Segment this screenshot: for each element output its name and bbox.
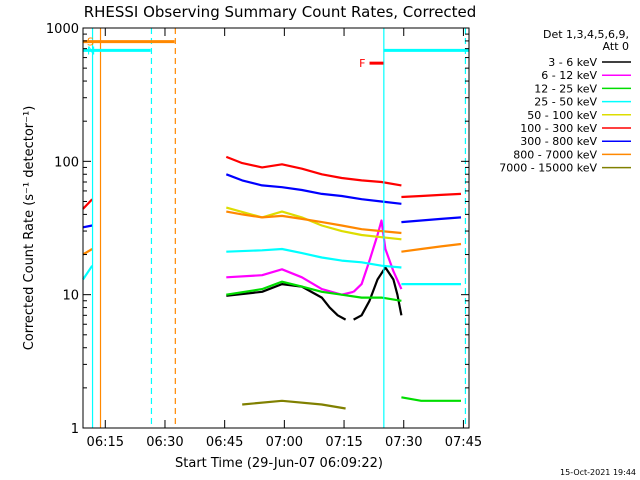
state-bar-label-1: N bbox=[87, 44, 95, 57]
x-tick-label-3: 07:00 bbox=[266, 435, 303, 450]
series-0-segment-1 bbox=[353, 266, 403, 321]
legend-label-1: 6 - 12 keV bbox=[541, 69, 597, 82]
x-tick-label-6: 07:45 bbox=[445, 435, 482, 450]
plot-frame bbox=[82, 27, 470, 429]
series-5-segment-0 bbox=[82, 198, 93, 210]
series-0-segment-0 bbox=[226, 283, 347, 321]
series-7-segment-0 bbox=[82, 248, 93, 256]
state-bar-label-2: F bbox=[359, 57, 365, 70]
state-bar-label-0: S bbox=[87, 36, 94, 49]
series-7-segment-1 bbox=[226, 210, 402, 235]
y-axis-label: Corrected Count Rate (s⁻¹ detector⁻¹) bbox=[22, 106, 37, 351]
x-axis-ticks: 06:15 06:30 06:45 07:00 07:15 07:30 07:45 bbox=[87, 28, 482, 450]
render-timestamp: 15-Oct-2021 19:44 bbox=[560, 468, 636, 477]
x-tick-label-5: 07:30 bbox=[385, 435, 422, 450]
series-3-segment-0 bbox=[82, 265, 94, 281]
chart-title: RHESSI Observing Summary Count Rates, Co… bbox=[84, 3, 477, 21]
x-tick-label-0: 06:15 bbox=[87, 435, 124, 450]
series-4-segment-0 bbox=[226, 206, 402, 241]
data-curves bbox=[82, 155, 462, 410]
series-2-segment-0 bbox=[226, 280, 402, 302]
y-tick-label-2: 100 bbox=[54, 155, 79, 170]
x-tick-label-2: 06:45 bbox=[206, 435, 243, 450]
series-6-segment-1 bbox=[225, 173, 402, 205]
legend-label-2: 12 - 25 keV bbox=[534, 82, 597, 95]
series-5-segment-2 bbox=[401, 192, 462, 199]
x-axis-label: Start Time (29-Jun-07 06:09:22) bbox=[175, 456, 383, 471]
legend-label-6: 300 - 800 keV bbox=[520, 135, 597, 148]
x-tick-label-4: 07:15 bbox=[325, 435, 362, 450]
series-6-segment-2 bbox=[401, 216, 462, 224]
legend-label-8: 7000 - 15000 keV bbox=[499, 162, 597, 175]
y-axis-ticks: 1 10 100 1000 bbox=[46, 22, 469, 437]
legend-label-0: 3 - 6 keV bbox=[548, 56, 597, 69]
y-tick-label-0: 1 bbox=[71, 422, 79, 437]
series-3-segment-1 bbox=[226, 247, 402, 269]
legend-label-5: 100 - 300 keV bbox=[520, 122, 597, 135]
x-tick-label-1: 06:30 bbox=[146, 435, 183, 450]
y-tick-label-1: 10 bbox=[62, 289, 79, 304]
legend-header-line-2: Att 0 bbox=[603, 40, 629, 53]
series-7-segment-2 bbox=[401, 242, 462, 253]
legend-label-3: 25 - 50 keV bbox=[534, 96, 597, 109]
series-8-segment-0 bbox=[242, 399, 346, 410]
attenuator-and-flag-markers: SN F bbox=[83, 28, 469, 428]
legend-label-7: 800 - 7000 keV bbox=[513, 148, 597, 161]
series-6-segment-0 bbox=[82, 224, 93, 229]
legend-label-4: 50 - 100 keV bbox=[527, 109, 597, 122]
series-5-segment-1 bbox=[225, 155, 402, 187]
y-tick-label-3: 1000 bbox=[46, 22, 79, 37]
legend-header-line-1: Det 1,3,4,5,6,9, bbox=[543, 28, 629, 41]
series-2-segment-1 bbox=[401, 396, 461, 402]
